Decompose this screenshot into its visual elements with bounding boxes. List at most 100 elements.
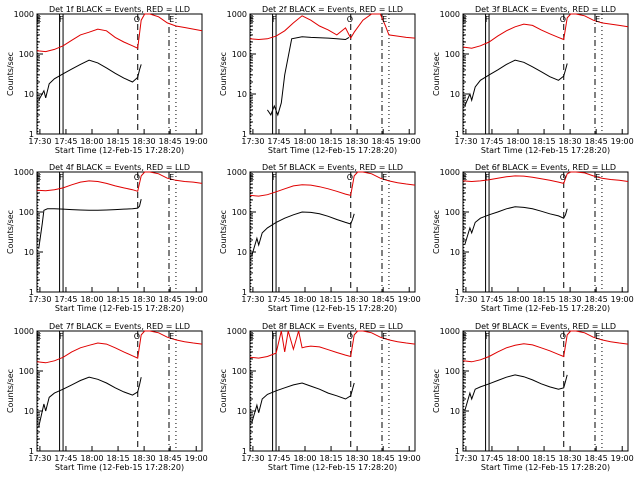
- x-axis-label: Start Time (12-Feb-15 17:28:20): [268, 146, 397, 155]
- x-tick-label: 17:45: [267, 295, 290, 304]
- x-axis-label: Start Time (12-Feb-15 17:28:20): [268, 463, 397, 472]
- plot-frame: [249, 330, 416, 452]
- x-tick-label: 17:30: [241, 137, 264, 146]
- x-tick-label: 18:30: [133, 454, 156, 463]
- y-tick-label: 10: [237, 90, 247, 99]
- series-line-red-lld: [249, 13, 416, 41]
- x-tick-label: 18:30: [559, 295, 582, 304]
- event-marker-label: O: [347, 173, 353, 182]
- y-tick-label: 1000: [227, 327, 247, 336]
- y-tick-label: 100: [445, 367, 460, 376]
- event-marker-label: E: [36, 332, 41, 341]
- event-marker-label: E: [462, 173, 467, 182]
- y-axis-label: Counts/sec: [432, 210, 441, 254]
- x-tick-label: 17:45: [54, 295, 77, 304]
- x-tick-label: 19:00: [611, 295, 634, 304]
- y-tick-label: 10: [450, 248, 460, 257]
- x-tick-label: 17:45: [267, 137, 290, 146]
- x-tick-label: 18:45: [159, 454, 182, 463]
- y-axis-label: Counts/sec: [6, 52, 15, 96]
- x-tick-label: 18:00: [293, 295, 316, 304]
- x-tick-label: 18:15: [107, 295, 130, 304]
- x-tick-label: 18:30: [346, 454, 369, 463]
- x-tick-label: 18:45: [159, 137, 182, 146]
- event-marker-label: O: [134, 173, 140, 182]
- x-tick-label: 17:30: [241, 295, 264, 304]
- x-tick-label: 17:30: [28, 454, 51, 463]
- event-marker-label: E: [36, 173, 41, 182]
- y-tick-label: 10: [24, 90, 34, 99]
- x-tick-label: 19:00: [398, 454, 421, 463]
- series-line-red-lld: [462, 330, 629, 363]
- y-tick-label: 1: [29, 288, 34, 297]
- plot-frame: [462, 171, 629, 293]
- y-tick-label: 1000: [14, 10, 34, 19]
- x-tick-label: 17:30: [454, 295, 477, 304]
- event-marker-label: F: [59, 332, 64, 341]
- x-tick-label: 18:15: [533, 295, 556, 304]
- event-marker-label: O: [134, 15, 140, 24]
- y-tick-label: 1: [242, 130, 247, 139]
- y-tick-label: 10: [237, 407, 247, 416]
- event-marker-label: F: [485, 173, 490, 182]
- x-tick-label: 18:45: [585, 137, 608, 146]
- y-tick-label: 1000: [14, 168, 34, 177]
- series-line-red-lld: [36, 330, 203, 364]
- series-line-black-events: [251, 382, 355, 424]
- x-tick-label: 18:30: [133, 137, 156, 146]
- series-line-black-events: [38, 198, 142, 249]
- x-tick-label: 19:00: [398, 137, 421, 146]
- event-marker-label: O: [347, 15, 353, 24]
- chart-panel-7: [36, 330, 203, 452]
- x-tick-label: 18:30: [559, 137, 582, 146]
- x-tick-label: 17:45: [267, 454, 290, 463]
- event-marker-label: E: [169, 332, 174, 341]
- y-tick-label: 100: [445, 50, 460, 59]
- event-marker-label: E: [36, 15, 41, 24]
- y-tick-label: 100: [445, 208, 460, 217]
- event-marker-label: E: [249, 332, 254, 341]
- y-tick-label: 100: [19, 50, 34, 59]
- x-tick-label: 18:45: [372, 295, 395, 304]
- y-tick-label: 10: [450, 90, 460, 99]
- x-tick-label: 18:30: [346, 295, 369, 304]
- chart-panel-3: [462, 13, 629, 135]
- x-tick-label: 18:00: [80, 454, 103, 463]
- event-marker-label: E: [462, 15, 467, 24]
- event-marker-label: E: [169, 173, 174, 182]
- x-tick-label: 18:15: [320, 137, 343, 146]
- chart-panel-2: [249, 13, 416, 135]
- y-axis-label: Counts/sec: [6, 369, 15, 413]
- x-tick-label: 18:45: [585, 454, 608, 463]
- x-tick-label: 17:30: [28, 137, 51, 146]
- series-line-red-lld: [249, 171, 416, 197]
- x-tick-label: 18:45: [372, 137, 395, 146]
- series-line-black-events: [464, 206, 568, 246]
- series-line-red-lld: [36, 13, 203, 53]
- event-marker-label: E: [249, 173, 254, 182]
- event-marker-label: O: [560, 15, 566, 24]
- x-tick-label: 19:00: [611, 454, 634, 463]
- y-tick-label: 10: [450, 407, 460, 416]
- chart-title: Det 4f BLACK = Events, RED = LLD: [49, 163, 190, 172]
- plot-frame: [462, 13, 629, 135]
- y-tick-label: 1: [455, 447, 460, 456]
- series-line-red-lld: [249, 330, 416, 359]
- x-tick-label: 18:15: [320, 454, 343, 463]
- event-marker-label: F: [59, 173, 64, 182]
- chart-title: Det 6f BLACK = Events, RED = LLD: [475, 163, 616, 172]
- y-tick-label: 10: [24, 407, 34, 416]
- chart-title: Det 7f BLACK = Events, RED = LLD: [49, 322, 190, 331]
- y-tick-label: 1000: [227, 10, 247, 19]
- y-tick-label: 1000: [440, 10, 460, 19]
- x-tick-label: 18:30: [346, 137, 369, 146]
- x-tick-label: 18:45: [159, 295, 182, 304]
- y-axis-label: Counts/sec: [6, 210, 15, 254]
- y-tick-label: 1000: [227, 168, 247, 177]
- x-tick-label: 18:00: [506, 295, 529, 304]
- y-tick-label: 1000: [440, 327, 460, 336]
- y-tick-label: 100: [232, 50, 247, 59]
- plot-frame: [249, 13, 416, 135]
- x-tick-label: 18:15: [107, 137, 130, 146]
